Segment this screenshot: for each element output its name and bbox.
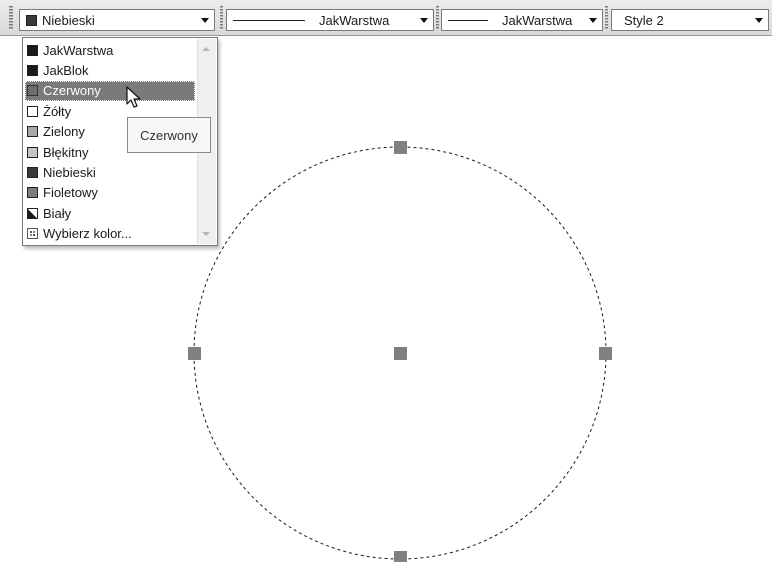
toolbar-grip[interactable]	[9, 6, 13, 30]
color-item-label: JakBlok	[43, 63, 89, 79]
scroll-up-icon[interactable]	[202, 47, 210, 51]
color-swatch-icon	[27, 65, 38, 77]
grip-right[interactable]	[599, 347, 612, 360]
linetype-sample-icon	[233, 19, 305, 21]
color-item-fioletowy[interactable]: Fioletowy	[25, 183, 195, 203]
color-item-label: Biały	[43, 205, 72, 221]
color-item-jakwarstwa[interactable]: JakWarstwa	[25, 40, 195, 60]
grip-bottom[interactable]	[394, 551, 407, 562]
grip-top[interactable]	[394, 141, 407, 154]
color-item-label: Wybierz kolor...	[43, 226, 132, 242]
color-item-blekitny[interactable]: Błękitny	[25, 142, 195, 162]
chevron-down-icon[interactable]	[587, 14, 599, 26]
color-item-label: Zielony	[43, 124, 85, 140]
color-item-wybierz-kolor[interactable]: Wybierz kolor...	[25, 224, 195, 244]
grip-left[interactable]	[188, 347, 201, 360]
lineweight-sample-icon	[448, 19, 488, 21]
color-item-label: Czerwony	[43, 83, 101, 99]
scroll-down-icon[interactable]	[202, 232, 210, 236]
properties-toolbar: Niebieski JakWarstwa JakWarstwa Style 2	[0, 0, 772, 36]
color-item-czerwony[interactable]: Czerwony	[25, 80, 195, 102]
color-swatch-half-icon	[27, 207, 38, 219]
color-item-label: Żółty	[43, 103, 72, 119]
color-swatch-icon	[26, 14, 37, 26]
color-item-zielony[interactable]: Zielony	[25, 122, 195, 142]
color-swatch-icon	[27, 167, 38, 179]
lineweight-combo-value: JakWarstwa	[502, 12, 573, 28]
color-item-label: Błękitny	[43, 144, 89, 160]
color-item-jakblok[interactable]: JakBlok	[25, 60, 195, 80]
toolbar-separator	[605, 6, 608, 30]
toolbar-separator	[436, 6, 439, 30]
tooltip-text: Czerwony	[140, 127, 198, 143]
chevron-down-icon[interactable]	[199, 14, 211, 26]
color-swatch-icon	[27, 126, 38, 138]
color-item-bialy[interactable]: Biały	[25, 203, 195, 223]
color-item-label: JakWarstwa	[43, 42, 114, 58]
color-item-zolty[interactable]: Żółty	[25, 101, 195, 121]
color-item-label: Fioletowy	[43, 185, 98, 201]
color-swatch-icon	[27, 85, 38, 97]
lineweight-combo[interactable]: JakWarstwa	[441, 9, 603, 31]
plotstyle-combo-value: Style 2	[624, 12, 664, 28]
color-item-niebieski[interactable]: Niebieski	[25, 162, 195, 182]
color-combo-value: Niebieski	[42, 12, 95, 28]
grip-center[interactable]	[394, 347, 407, 360]
color-swatch-icon	[27, 44, 38, 56]
toolbar-separator	[220, 6, 223, 30]
linetype-combo-value: JakWarstwa	[319, 12, 390, 28]
mouse-cursor-icon	[126, 86, 141, 108]
plotstyle-combo[interactable]: Style 2	[611, 9, 769, 31]
color-item-label: Niebieski	[43, 165, 96, 181]
color-swatch-icon	[27, 146, 38, 158]
color-picker-icon	[27, 228, 38, 240]
color-list: JakWarstwa JakBlok Czerwony Żółty Zielon…	[25, 40, 195, 244]
color-swatch-icon	[27, 187, 38, 199]
color-swatch-icon	[27, 105, 38, 117]
tooltip: Czerwony	[127, 117, 211, 153]
color-combo[interactable]: Niebieski	[19, 9, 215, 31]
linetype-combo[interactable]: JakWarstwa	[226, 9, 434, 31]
chevron-down-icon[interactable]	[753, 14, 765, 26]
chevron-down-icon[interactable]	[418, 14, 430, 26]
